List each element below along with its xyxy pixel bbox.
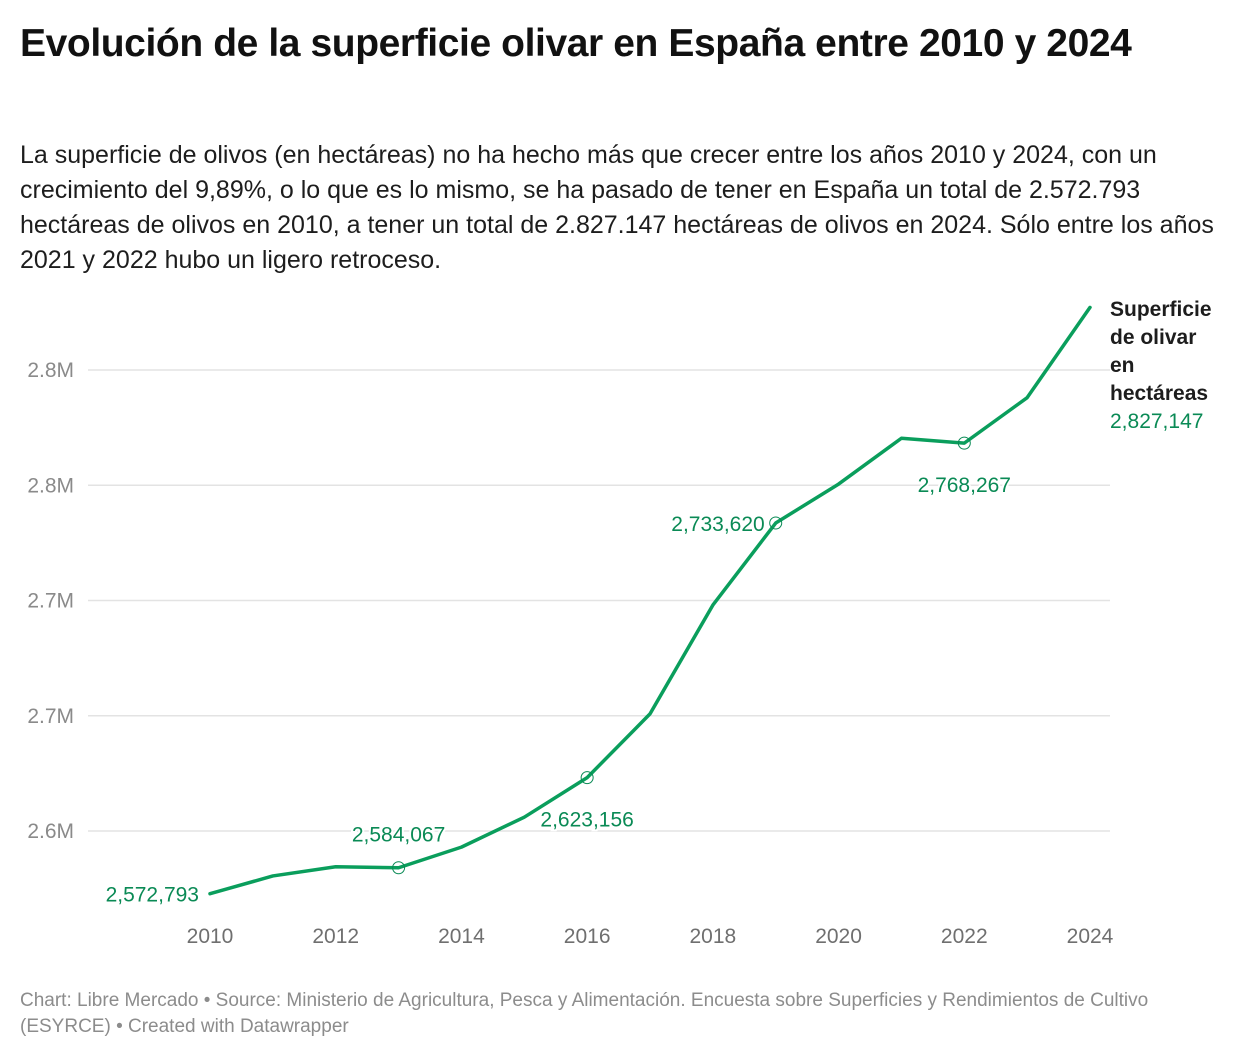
value-label: 2,768,267 [918, 474, 1011, 497]
series-legend-label: de olivar [1110, 326, 1196, 349]
y-tick-label: 2.8M [27, 359, 74, 382]
x-tick-label: 2012 [312, 925, 359, 948]
x-tick-label: 2020 [815, 925, 862, 948]
chart-footer: Chart: Libre Mercado • Source: Ministeri… [20, 990, 1149, 1037]
x-axis: 2010 2012 2014 2016 2018 2020 2022 2024 [187, 925, 1114, 948]
end-value-label: 2,827,147 [1110, 410, 1203, 433]
value-label: 2,572,793 [106, 884, 199, 907]
gridlines [88, 369, 1110, 832]
value-labels: 2,572,793 2,584,067 2,623,156 2,733,620 2,76… [104, 472, 1013, 909]
highlight-marker [769, 516, 783, 530]
series-line-path [208, 305, 1092, 896]
x-tick-label: 2022 [941, 925, 988, 948]
y-tick-label: 2.7M [27, 590, 74, 613]
x-tick-label: 2010 [187, 925, 234, 948]
x-tick-label: 2016 [564, 925, 611, 948]
highlight-marker [580, 771, 594, 785]
point-markers [392, 436, 971, 875]
value-label: 2,584,067 [352, 824, 445, 847]
series-legend: Superficie de olivar en hectáreas 2,827,147 [1110, 298, 1212, 433]
chart-description: La superficie de olivos (en hectáreas) n… [20, 141, 1214, 274]
value-label: 2,733,620 [671, 513, 764, 536]
x-tick-label: 2014 [438, 925, 485, 948]
series-legend-label: Superficie [1110, 298, 1212, 321]
series-legend-label: en [1110, 354, 1135, 377]
y-tick-label: 2.6M [27, 820, 74, 843]
highlight-marker [392, 861, 406, 875]
y-axis: 2.6M 2.7M 2.7M 2.8M 2.8M [27, 359, 74, 843]
y-tick-label: 2.7M [27, 705, 74, 728]
series-line [208, 305, 1092, 896]
highlight-marker [957, 436, 971, 450]
line-chart: 2.6M2.7M2.7M2.8M2.8M 2010 2012 2014 2016 201… [27, 298, 1212, 948]
x-tick-label: 2018 [689, 925, 736, 948]
series-legend-label: hectáreas [1110, 382, 1208, 405]
value-label: 2,623,156 [540, 809, 633, 832]
chart-title: Evolución de la superficie olivar en Esp… [20, 22, 1132, 65]
x-tick-label: 2024 [1067, 925, 1114, 948]
y-tick-label: 2.8M [27, 474, 74, 497]
